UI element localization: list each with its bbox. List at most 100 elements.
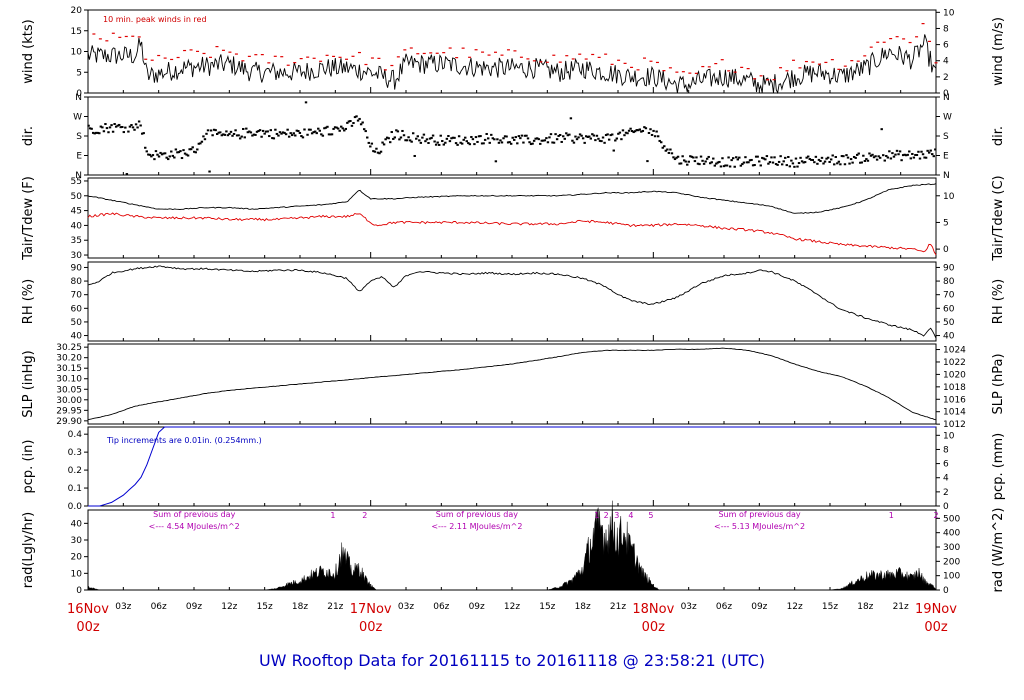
dir-point (690, 155, 694, 158)
dir-point (814, 155, 818, 158)
dir-point (95, 131, 98, 134)
wind-frame (87, 9, 937, 94)
dir-point (168, 155, 171, 158)
slp-right-tick-label: 1024 (943, 346, 966, 356)
dir-point (333, 126, 337, 129)
dir-point (641, 129, 645, 132)
dir-point (647, 131, 651, 134)
dir-point (670, 152, 674, 155)
dir-point (99, 125, 103, 128)
x-day-time-label: 00z (359, 620, 383, 635)
dir-point (733, 165, 736, 168)
dir-point (557, 134, 560, 137)
dir-point (323, 127, 326, 130)
dir-point (150, 155, 153, 158)
dir-point (854, 156, 857, 159)
dir-point (796, 165, 799, 168)
dir-point (767, 162, 770, 165)
x-axis: 03z 06z 09z 12z 15z 18z 21z 03z 06z 09z 12z 15z 18z 2… (67, 602, 957, 635)
slp-left-tick-label: 30.10 (56, 375, 82, 385)
dir-point (834, 156, 837, 159)
dir-point (248, 130, 251, 133)
dir-point (901, 154, 905, 157)
dir-point (793, 165, 796, 168)
rh-right-axis-label: RH (%) (991, 279, 1006, 324)
dir-point (225, 130, 228, 133)
x-day-label: 16Nov (67, 602, 109, 617)
dir-point (555, 138, 559, 141)
dir-point (568, 133, 571, 136)
dir-point (620, 138, 623, 141)
dir-point (751, 164, 755, 167)
slp-right-tick-label: 1018 (943, 383, 966, 393)
dir-point (652, 129, 655, 132)
dir-point (361, 121, 364, 124)
rad-marker: 5 (648, 511, 653, 520)
dir-point (875, 158, 879, 161)
slp-line (87, 347, 937, 421)
dir-point (425, 138, 429, 141)
dir-point (856, 153, 859, 156)
dir-point (768, 161, 772, 164)
pcp-right-tick-label: 2 (943, 488, 949, 498)
dir-point (401, 129, 404, 132)
dir-point (741, 163, 744, 166)
dir-point (519, 137, 522, 140)
dir-point (148, 153, 152, 156)
dir-point (493, 138, 496, 141)
dir-point (883, 159, 886, 162)
rh-right-tick-label: 70 (943, 291, 955, 301)
dir-point (186, 154, 190, 157)
dir-point (459, 141, 462, 144)
dir-point (606, 133, 609, 136)
dir-point (159, 151, 162, 154)
dir-point (846, 156, 850, 159)
dir-point (301, 136, 305, 139)
dir-point (229, 130, 233, 133)
dir-point (249, 131, 253, 134)
dir-point (912, 156, 916, 159)
dir-point (315, 132, 318, 135)
dir-point (826, 156, 830, 159)
dir-point (202, 135, 205, 138)
dir-point (586, 135, 589, 138)
dir-point (663, 145, 666, 148)
dir-point (271, 137, 274, 140)
dir-point (312, 131, 315, 134)
dir-point (179, 150, 182, 153)
dir-point (491, 137, 495, 140)
dir-point (771, 161, 775, 164)
dir-right-tick-label: S (943, 132, 949, 142)
dir-point (203, 138, 207, 141)
dir-point (536, 137, 539, 140)
dir-point (477, 135, 481, 138)
dir-point (257, 130, 260, 133)
dir-point (653, 135, 657, 138)
dir-point (924, 156, 928, 159)
dir-point (145, 150, 148, 153)
dir-point (438, 143, 441, 146)
slp-right-tick-label: 1012 (943, 420, 966, 430)
dir-point (857, 152, 860, 155)
pcp-panel: 0.0 0.1 0.2 0.3 0.4 0 2 4 6 8 10 pcp. (in) pcp. (mm)… (21, 426, 1006, 512)
dir-point (258, 129, 262, 132)
dir-point (188, 148, 191, 151)
dir-point (520, 134, 524, 137)
dir-point (580, 134, 583, 137)
dir-point (828, 160, 831, 163)
dir-point (807, 155, 810, 158)
rh-right-tick-label: 80 (943, 277, 955, 287)
temp-left-tick-label: 45 (71, 207, 82, 217)
dir-point (877, 155, 880, 158)
dir-point (439, 134, 442, 137)
dir-point (395, 129, 398, 132)
rad-sum-value: <--- 4.54 MJoules/m^2 (149, 522, 240, 531)
dir-right-tick-label: W (943, 113, 952, 123)
dir-point (686, 163, 689, 166)
dir-point (343, 129, 346, 132)
dir-point (728, 165, 732, 168)
dir-point (869, 154, 873, 157)
dir-point (344, 127, 348, 130)
x-hour-tick-label: 18z (857, 602, 873, 612)
